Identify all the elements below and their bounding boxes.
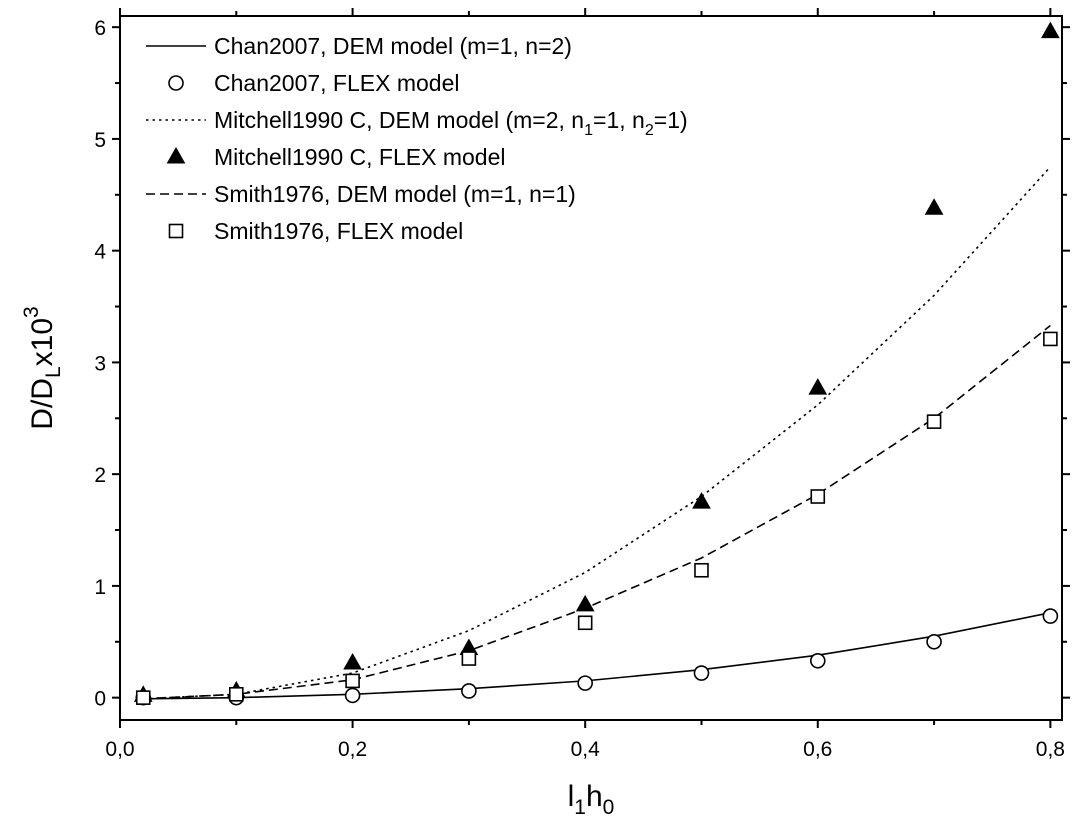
tick-labels: 0,0 0,2 0,4 0,6 0,8 0 1 2 3 4 5 6 [94, 17, 1065, 761]
data-point-1 [577, 675, 593, 691]
series-lines [143, 166, 1051, 700]
data-point-5 [345, 673, 360, 689]
data-point-5 [135, 690, 151, 705]
x-axis-title-main2: h [586, 780, 603, 813]
data-point-1 [926, 633, 942, 650]
data-point-5 [810, 489, 826, 504]
x-tick-label: 0,2 [338, 738, 367, 761]
data-point-1 [344, 687, 361, 704]
x-axis-title-main1: l [568, 780, 575, 813]
data-point-5 [577, 615, 593, 631]
legend-marker-1 [168, 75, 184, 91]
legend: Chan2007, DEM model (m=1, n=2) Chan2007, … [146, 33, 688, 244]
y-tick-label: 0 [94, 688, 106, 711]
legend-label-1: Chan2007, FLEX model [214, 70, 460, 96]
x-axis-title-sub2: 0 [603, 796, 615, 819]
y-axis-title-main1: D/D [26, 378, 59, 430]
legend-label-4: Smith1976, DEM model (m=1, n=1) [214, 181, 576, 207]
legend-label-5: Smith1976, FLEX model [214, 218, 463, 244]
data-point-1 [461, 683, 477, 699]
data-point-5 [461, 651, 477, 666]
y-axis-title-main2: x10 [26, 318, 59, 366]
axis-ticks [112, 8, 1070, 728]
data-point-1 [1042, 608, 1059, 624]
x-tick-label: 0,0 [105, 738, 134, 761]
x-tick-label: 0,6 [803, 738, 832, 761]
data-point-1 [693, 665, 710, 681]
x-tick-label: 0,4 [571, 738, 601, 761]
data-point-5 [1043, 331, 1058, 347]
plot-frame [119, 15, 1063, 721]
data-point-3 [575, 594, 595, 612]
legend-marker-5 [168, 223, 184, 239]
y-tick-label: 3 [94, 352, 106, 375]
data-point-1 [809, 652, 826, 669]
series-line-2 [143, 166, 1051, 700]
data-point-3 [808, 378, 828, 395]
data-point-3 [343, 652, 362, 670]
data-point-3 [924, 198, 944, 215]
legend-label-0: Chan2007, DEM model (m=1, n=2) [214, 33, 572, 59]
y-axis-title: D/DLx103 [20, 306, 65, 429]
legend-label-3: Mitchell1990 C, FLEX model [214, 144, 505, 170]
x-tick-label: 0,8 [1036, 738, 1065, 761]
data-point-5 [694, 562, 709, 578]
series-markers [133, 21, 1060, 706]
series-line-4 [143, 324, 1051, 700]
x-axis-title: l1h0 [568, 780, 615, 819]
y-tick-label: 1 [94, 576, 106, 599]
y-axis-title-sup: 3 [20, 306, 43, 318]
data-point-5 [926, 414, 942, 429]
data-point-3 [1041, 21, 1060, 39]
data-point-5 [228, 686, 244, 702]
x-axis-title-sub1: 1 [574, 796, 586, 819]
y-tick-label: 6 [94, 17, 106, 40]
y-tick-label: 2 [94, 464, 106, 487]
y-tick-label: 4 [94, 241, 106, 264]
legend-marker-3 [166, 146, 186, 164]
legend-label-2: Mitchell1990 C, DEM model (m=2, n1=1, n2… [214, 107, 688, 139]
data-point-3 [692, 492, 711, 509]
y-tick-label: 5 [94, 129, 106, 152]
y-axis-title-sub1: L [42, 366, 65, 378]
